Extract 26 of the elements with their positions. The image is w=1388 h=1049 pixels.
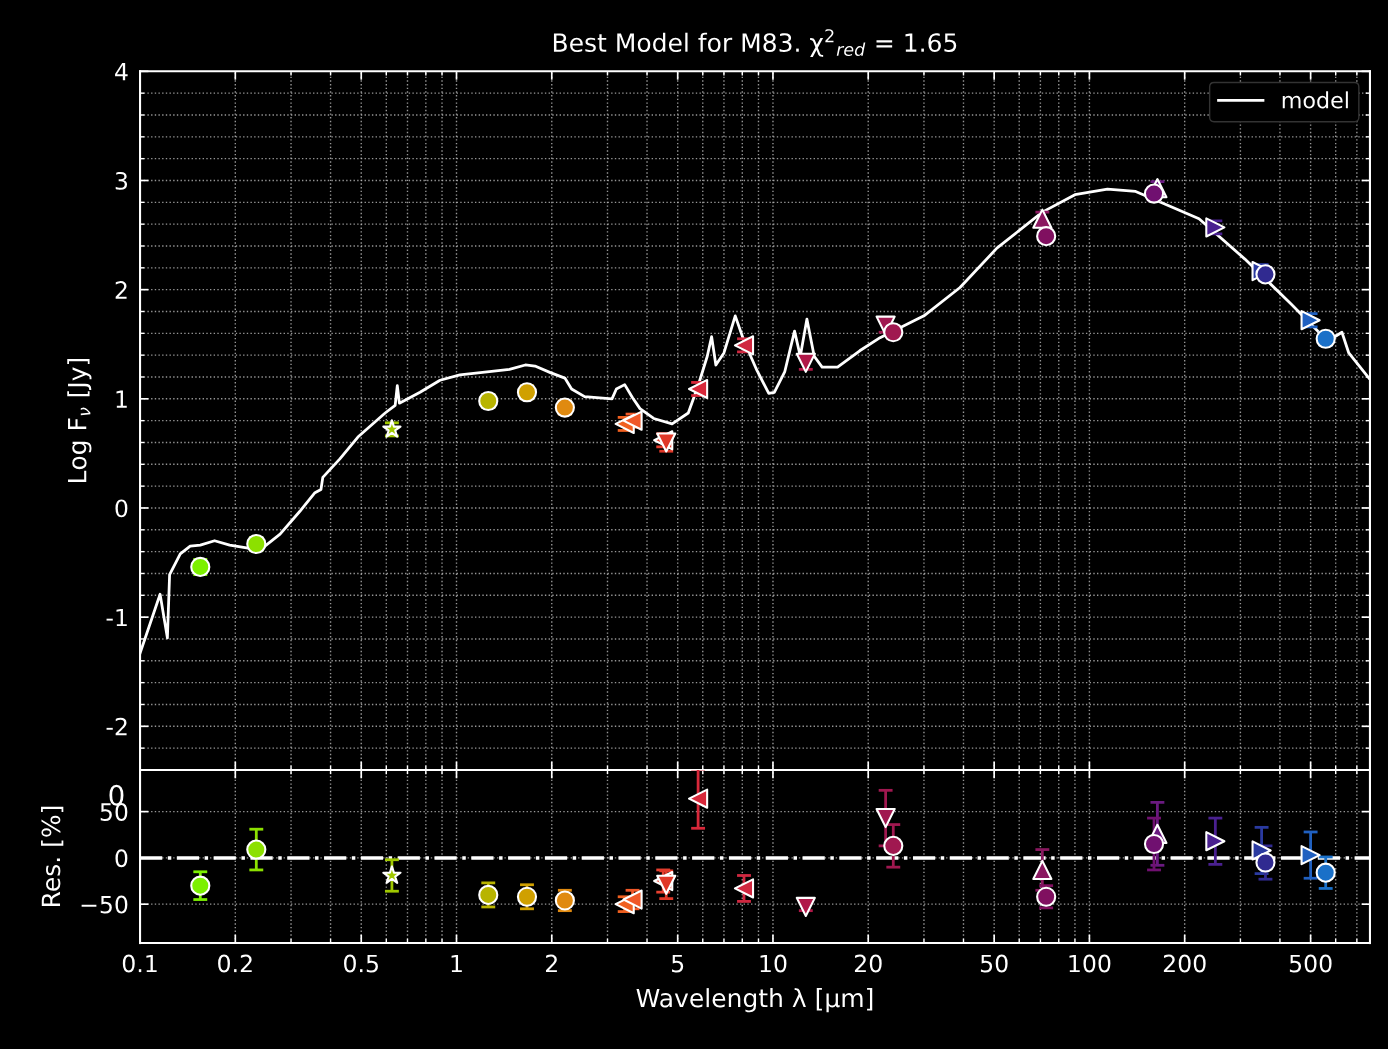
x-tick-label: 100 [1069,954,1111,973]
y-tick-label: -2 [106,717,127,736]
y-tick-label: 4 [115,63,128,81]
y-tick-label: −50 [81,895,128,914]
y-tick-label: 0 [115,849,128,868]
x-tick-label: 500 [1289,954,1332,973]
x-tick-label: 2 [545,954,557,973]
y-axis-title: Res. [%] [41,806,64,906]
chart-title: Best Model for M83. χ$^{2}$$_{red}$ = 1.65 [553,29,957,57]
x-tick-label: 1 [451,954,462,973]
x-tick-label: 20 [854,954,882,973]
legend-label: model [1282,91,1348,109]
x-tick-label: 200 [1163,954,1206,973]
x-tick-label: 5 [672,954,684,973]
y-tick-label: 1 [116,390,127,408]
y-tick-label: 2 [115,281,127,299]
x-tick-label: 50 [980,954,1008,973]
y-axis-title: Log F$_{ν}$ [Jy] [67,358,92,483]
x-tick-label: 0.2 [218,954,252,973]
y-tick-label: 3 [115,171,128,190]
y-tick-label: 0 [115,499,128,518]
y-tick-label: -1 [106,608,127,627]
x-tick-label: 10 [760,954,787,973]
x-tick-label: 0.1 [122,954,157,973]
x-tick-label: 0.5 [344,954,378,973]
x-axis-title: Wavelength λ [μm] [636,988,873,1013]
